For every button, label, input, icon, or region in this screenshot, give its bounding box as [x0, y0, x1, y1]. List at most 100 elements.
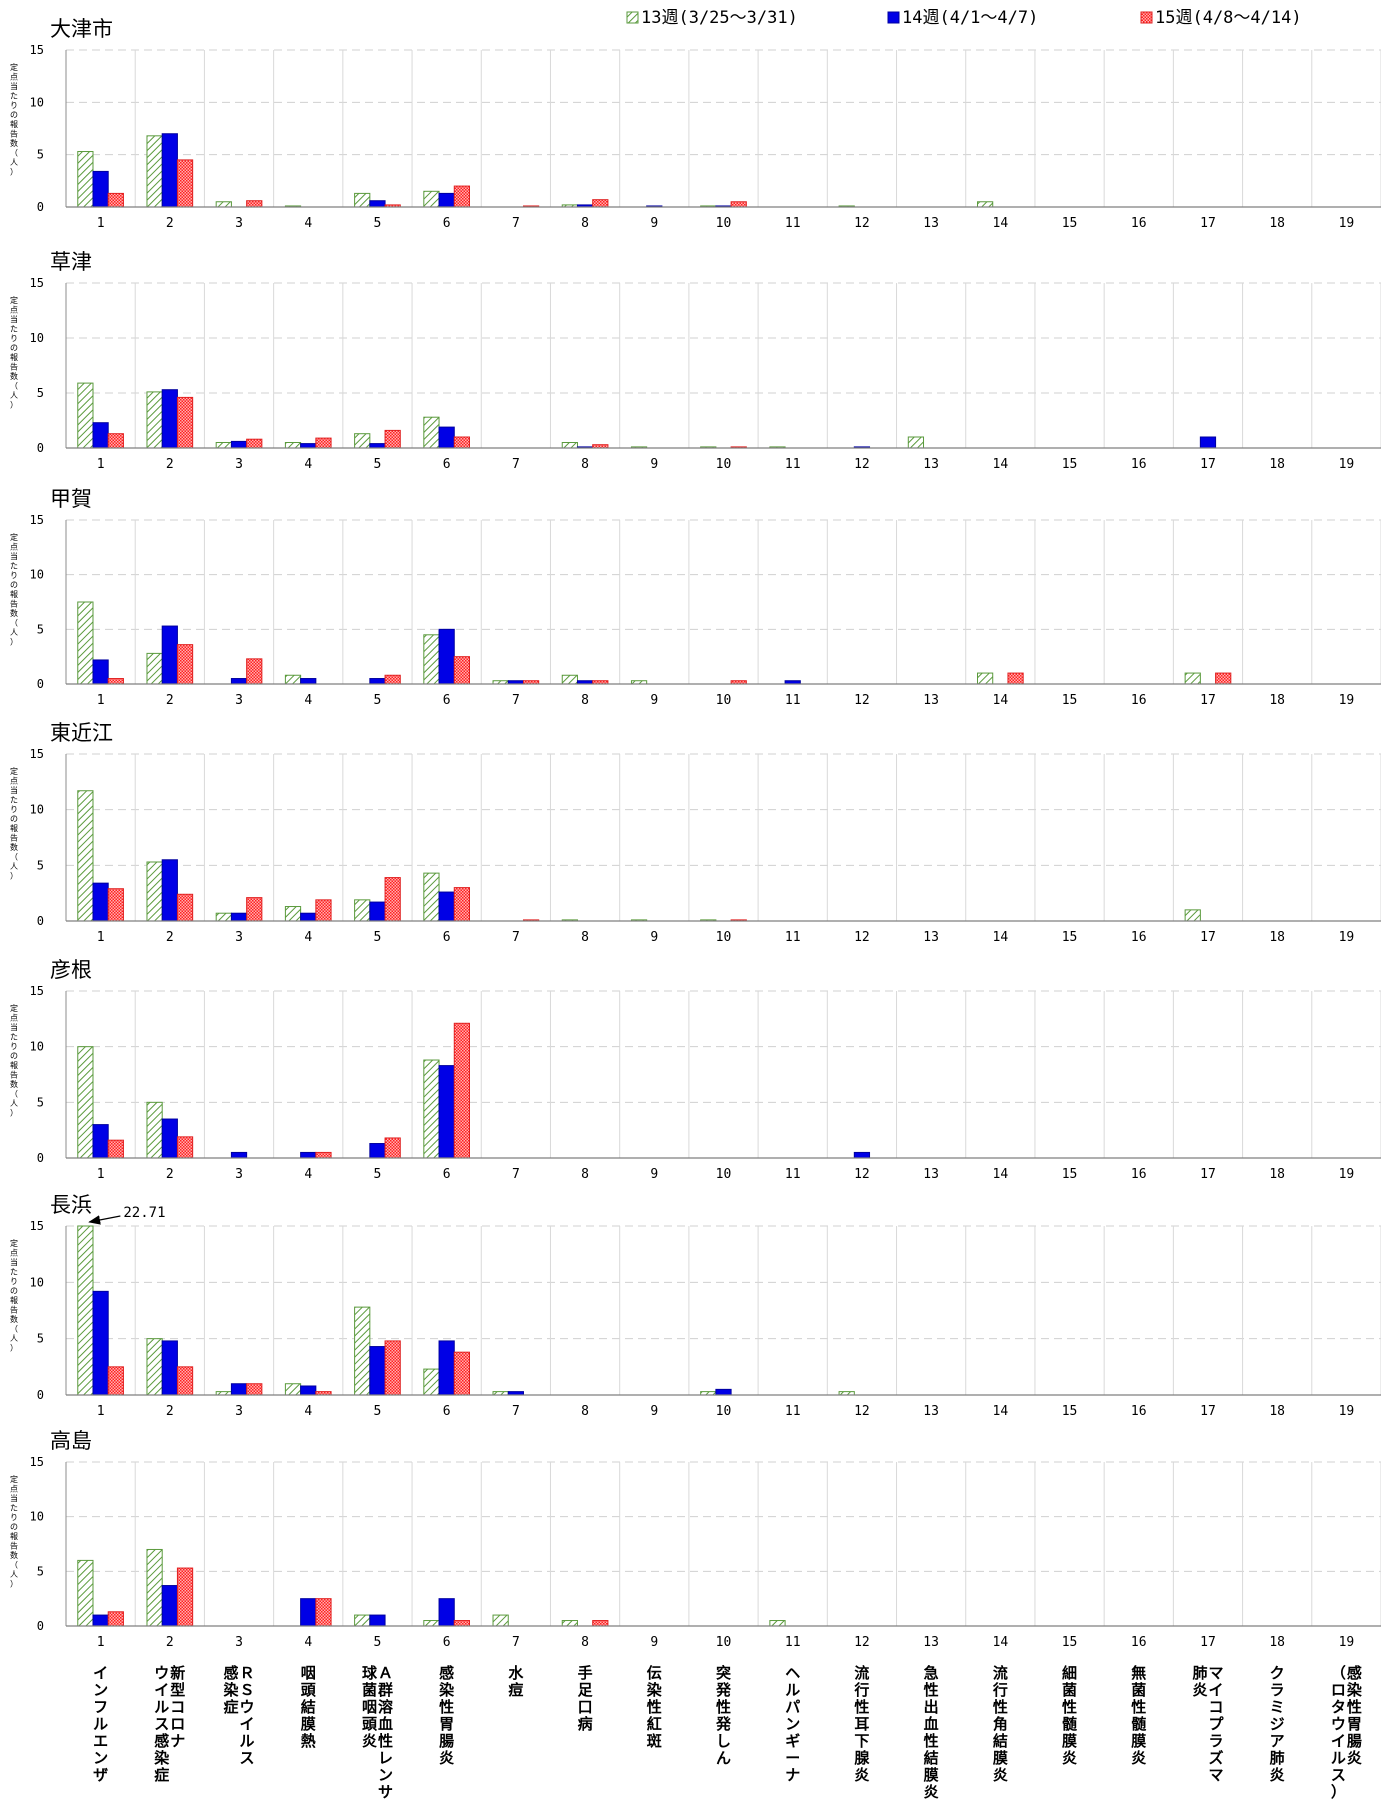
bar-s1-c11 [769, 1620, 786, 1627]
bar-s1-c6 [423, 190, 440, 208]
bar-s2-c4 [300, 1598, 317, 1627]
y-tick-label: 15 [30, 984, 44, 998]
bar-s1-c5 [354, 1614, 371, 1627]
disease-label-8: 手足口病 [578, 1664, 594, 1733]
bar-s2-c6 [438, 891, 455, 922]
bar-s2-c4 [300, 678, 317, 685]
bar-s1-c2 [146, 652, 163, 685]
bar-s2-c2 [161, 133, 178, 208]
y-axis-label: 定点当たりの報告数（人） [10, 1003, 18, 1118]
bar-s3-c2 [176, 159, 194, 208]
bar-s1-c1 [77, 382, 94, 449]
bar-s1-c1 [77, 1046, 94, 1159]
bar-s3-c6 [453, 1620, 470, 1627]
x-tick-label: 9 [650, 1635, 658, 1650]
disease-label-line: ヘルパンギーナ [785, 1664, 800, 1784]
x-tick-label: 12 [854, 1167, 870, 1182]
x-tick-label: 5 [374, 1404, 382, 1419]
x-tick-label: 13 [923, 1635, 939, 1650]
bar-s2-c6 [438, 628, 455, 685]
y-tick-label: 0 [37, 441, 44, 455]
disease-label-11: ヘルパンギーナ [785, 1664, 800, 1784]
x-tick-label: 2 [166, 1635, 174, 1650]
disease-label-line: 球菌咽頭炎 [362, 1664, 378, 1750]
bar-s3-c5 [384, 877, 401, 922]
x-tick-label: 15 [1062, 216, 1078, 231]
x-tick-label: 10 [716, 216, 732, 231]
x-tick-label: 12 [854, 1635, 870, 1650]
x-tick-label: 12 [854, 216, 870, 231]
x-tick-label: 14 [993, 1167, 1009, 1182]
bar-s1-c3 [215, 442, 232, 449]
x-tick-label: 10 [716, 693, 732, 708]
disease-label-6: 感染性胃腸炎 [438, 1664, 455, 1767]
y-tick-label: 10 [30, 1275, 44, 1289]
disease-label-line: （ロタウイルス） [1331, 1664, 1346, 1801]
bar-s2-c6 [438, 192, 455, 208]
x-tick-label: 5 [374, 1635, 382, 1650]
y-tick-label: 5 [37, 148, 44, 162]
y-tick-label: 5 [37, 858, 44, 872]
x-tick-label: 8 [581, 1167, 589, 1182]
bar-s1-c3 [215, 912, 232, 922]
x-tick-label: 14 [993, 1635, 1009, 1650]
bar-s1-c17 [1184, 909, 1201, 922]
x-tick-label: 9 [650, 930, 658, 945]
x-tick-label: 4 [304, 216, 312, 231]
bar-s2-c1 [92, 1614, 109, 1627]
x-tick-label: 2 [166, 693, 174, 708]
annotation-label: 22.71 [123, 1205, 165, 1221]
bar-s2-c4 [300, 912, 317, 922]
bar-s3-c1 [107, 192, 124, 208]
panel-title: 東近江 [50, 721, 113, 745]
bar-s1-c1 [77, 601, 94, 685]
y-tick-label: 0 [37, 1151, 44, 1165]
disease-label-line: ウイルス感染症 [153, 1664, 170, 1784]
bar-s3-c1 [107, 433, 124, 449]
x-tick-label: 16 [1131, 216, 1147, 231]
x-tick-label: 11 [785, 216, 801, 231]
bar-s3-c5 [384, 1137, 401, 1159]
bar-s2-c10 [715, 1388, 732, 1396]
y-tick-label: 0 [37, 677, 44, 691]
x-tick-label: 1 [97, 1167, 105, 1182]
x-tick-label: 6 [443, 1635, 451, 1650]
x-tick-label: 12 [854, 693, 870, 708]
bar-s3-c4 [315, 1598, 332, 1627]
x-tick-label: 13 [923, 693, 939, 708]
y-axis-label: 定点当たりの報告数（人） [10, 532, 18, 647]
x-tick-label: 16 [1131, 1635, 1147, 1650]
bar-s3-c6 [453, 656, 470, 685]
x-tick-label: 12 [854, 1404, 870, 1419]
bar-s2-c4 [300, 443, 317, 449]
y-axis-label: 定点当たりの報告数（人） [10, 62, 18, 177]
x-tick-label: 18 [1269, 216, 1285, 231]
bar-s1-c4 [284, 906, 302, 922]
x-tick-label: 9 [650, 693, 658, 708]
bar-s2-c6 [438, 1065, 455, 1159]
bar-s1-c5 [354, 899, 371, 922]
bar-s1-c5 [354, 1306, 371, 1396]
bar-s1-c8 [561, 1620, 578, 1627]
x-tick-label: 19 [1339, 930, 1355, 945]
bar-s1-c5 [354, 433, 371, 449]
bar-s1-c17 [1184, 672, 1201, 685]
bar-s3-c6 [453, 436, 470, 449]
bar-s1-c7 [492, 1614, 509, 1627]
x-tick-label: 2 [166, 930, 174, 945]
bar-s3-c1 [107, 888, 124, 922]
bar-s2-c5 [369, 1614, 386, 1627]
bar-s3-c3 [246, 897, 263, 922]
bar-s2-c6 [438, 1598, 455, 1627]
bar-s2-c17 [1199, 436, 1217, 449]
disease-label-line: マイコプラズマ [1208, 1664, 1224, 1784]
bar-s3-c3 [246, 200, 263, 208]
y-tick-label: 10 [30, 331, 44, 345]
x-tick-label: 16 [1131, 1167, 1147, 1182]
y-tick-label: 5 [37, 1564, 44, 1578]
